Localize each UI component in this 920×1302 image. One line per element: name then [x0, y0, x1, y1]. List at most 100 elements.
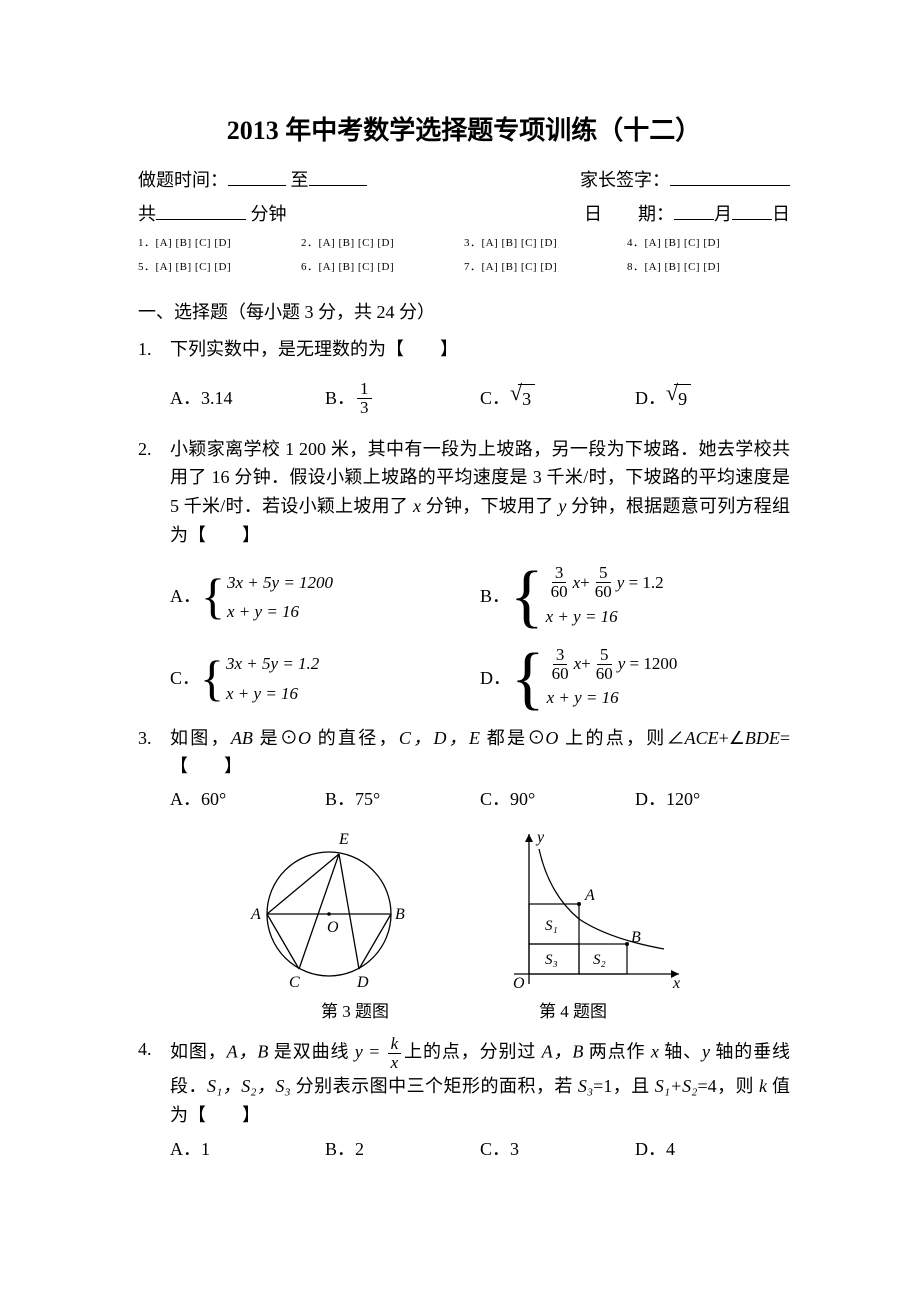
answer-5[interactable]: 5．[A] [B] [C] [D]	[138, 259, 301, 277]
q2-opt-b[interactable]: B． { 360x + 560y = 1.2 x + y = 16	[480, 564, 790, 630]
q1-opt-a[interactable]: A．3.14	[170, 380, 325, 417]
day-blank[interactable]	[732, 201, 772, 220]
q1-text: 下列实数中，是无理数的为【 】	[170, 335, 790, 364]
q2-c-label: C．	[170, 664, 200, 693]
q2-a-system: { 3x + 5y = 1200 x + y = 16	[201, 569, 333, 625]
q4-fig-caption: 第 4 题图	[539, 998, 607, 1025]
time-label: 做题时间：	[138, 170, 228, 190]
svg-text:B: B	[395, 906, 405, 923]
q4-body: 如图，A，B 是双曲线 y = kx上的点，分别过 A，B 两点作 x 轴、y …	[170, 1035, 790, 1164]
q4-opt-d[interactable]: D．4	[635, 1135, 790, 1164]
month-suffix: 月	[714, 204, 732, 224]
q1-opt-b[interactable]: B． 13	[325, 380, 480, 417]
question-4: 4. 如图，A，B 是双曲线 y = kx上的点，分别过 A，B 两点作 x 轴…	[138, 1035, 790, 1164]
answer-row-1: 1．[A] [B] [C] [D] 2．[A] [B] [C] [D] 3．[A…	[138, 235, 790, 253]
time-to-blank[interactable]	[309, 167, 367, 186]
answer-4[interactable]: 4．[A] [B] [C] [D]	[627, 235, 790, 253]
answer-7[interactable]: 7．[A] [B] [C] [D]	[464, 259, 627, 277]
answer-6[interactable]: 6．[A] [B] [C] [D]	[301, 259, 464, 277]
svg-text:x: x	[672, 975, 680, 992]
page-title: 2013 年中考数学选择题专项训练（十二）	[138, 110, 790, 152]
q2-b-label: B．	[480, 582, 510, 611]
question-2: 2. 小颖家离学校 1 200 米，其中有一段为上坡路，另一段为下坡路．她去学校…	[138, 435, 790, 712]
q1-body: 下列实数中，是无理数的为【 】 A．3.14 B． 13 C． √3 D． √9	[170, 335, 790, 416]
q4-frac: kx	[388, 1035, 402, 1072]
q2-num: 2.	[138, 435, 170, 712]
q1-opt-c[interactable]: C． √3	[480, 380, 635, 417]
svg-text:A: A	[250, 906, 261, 923]
q3-options: A．60° B．75° C．90° D．120°	[170, 785, 790, 814]
q4-opt-a[interactable]: A．1	[170, 1135, 325, 1164]
answer-8[interactable]: 8．[A] [B] [C] [D]	[627, 259, 790, 277]
q2-c-system: { 3x + 5y = 1.2 x + y = 16	[200, 650, 319, 706]
q4-num: 4.	[138, 1035, 170, 1164]
sign-label-group: 家长签字：	[580, 166, 790, 195]
q1-opt-c-label: C．	[480, 384, 510, 413]
time-mid: 至	[291, 170, 309, 190]
fig-captions: 第 3 题图 第 4 题图	[138, 998, 790, 1025]
q3-num: 3.	[138, 724, 170, 814]
day-suffix: 日	[772, 204, 790, 224]
answer-2[interactable]: 2．[A] [B] [C] [D]	[301, 235, 464, 253]
q4-figure: A B S₁ S₃ S₂ O x y	[489, 824, 689, 994]
q3-opt-b[interactable]: B．75°	[325, 785, 480, 814]
q2-opt-c[interactable]: C． { 3x + 5y = 1.2 x + y = 16	[170, 646, 480, 712]
question-3: 3. 如图，AB 是⊙O 的直径，C，D，E 都是⊙O 上的点，则∠ACE+∠B…	[138, 724, 790, 814]
svg-text:y: y	[535, 829, 545, 846]
q1-b-fraction: 13	[357, 380, 372, 417]
svg-text:E: E	[338, 831, 349, 848]
svg-text:O: O	[513, 975, 525, 992]
svg-text:S₁: S₁	[545, 918, 558, 934]
sign-label: 家长签字：	[580, 170, 670, 190]
q4-opt-c[interactable]: C．3	[480, 1135, 635, 1164]
q1-d-sqrt: √9	[666, 382, 691, 414]
question-1: 1. 下列实数中，是无理数的为【 】 A．3.14 B． 13 C． √3 D．…	[138, 335, 790, 416]
q2-text-p2: 分钟，下坡用了	[421, 496, 558, 516]
q1-opt-d-label: D．	[635, 384, 666, 413]
page: 2013 年中考数学选择题专项训练（十二） 做题时间： 至 家长签字： 共 分钟…	[0, 0, 920, 1302]
sign-blank[interactable]	[670, 167, 790, 186]
month-blank[interactable]	[674, 201, 714, 220]
total-blank[interactable]	[156, 201, 246, 220]
svg-text:S₃: S₃	[545, 952, 558, 968]
total-prefix: 共	[138, 204, 156, 224]
q3-figure: E A B C D O	[239, 824, 419, 994]
svg-text:A: A	[584, 887, 595, 904]
answer-1[interactable]: 1．[A] [B] [C] [D]	[138, 235, 301, 253]
q4-options: A．1 B．2 C．3 D．4	[170, 1135, 790, 1164]
svg-text:O: O	[327, 919, 339, 936]
date-group: 日 期： 月 日	[584, 200, 790, 229]
q3-body: 如图，AB 是⊙O 的直径，C，D，E 都是⊙O 上的点，则∠ACE+∠BDE=…	[170, 724, 790, 814]
q3-opt-c[interactable]: C．90°	[480, 785, 635, 814]
q1-c-sqrt: √3	[510, 382, 535, 414]
q2-a-label: A．	[170, 582, 201, 611]
q3-opt-d[interactable]: D．120°	[635, 785, 790, 814]
meta-row-1: 做题时间： 至 家长签字：	[138, 166, 790, 195]
total-group: 共 分钟	[138, 200, 287, 229]
q1-num: 1.	[138, 335, 170, 416]
svg-text:B: B	[631, 929, 641, 946]
q2-d-system: { 360x + 560y = 1200 x + y = 16	[511, 646, 677, 712]
q3-opt-a[interactable]: A．60°	[170, 785, 325, 814]
section-heading: 一、选择题（每小题 3 分，共 24 分）	[138, 298, 790, 327]
time-from-blank[interactable]	[228, 167, 286, 186]
answer-3[interactable]: 3．[A] [B] [C] [D]	[464, 235, 627, 253]
svg-text:S₂: S₂	[593, 952, 606, 968]
date-label: 日 期：	[584, 204, 674, 224]
time-label-group: 做题时间： 至	[138, 166, 367, 195]
svg-text:C: C	[289, 974, 300, 991]
meta-row-2: 共 分钟 日 期： 月 日	[138, 200, 790, 229]
q1-opt-b-label: B．	[325, 384, 355, 413]
q4-opt-b[interactable]: B．2	[325, 1135, 480, 1164]
figures-row: E A B C D O A B S₁ S₃ S₂ O x y	[138, 824, 790, 994]
q2-opt-d[interactable]: D． { 360x + 560y = 1200 x + y = 16	[480, 646, 790, 712]
q3-fig-caption: 第 3 题图	[321, 998, 389, 1025]
q1-options: A．3.14 B． 13 C． √3 D． √9	[170, 380, 790, 417]
answer-row-2: 5．[A] [B] [C] [D] 6．[A] [B] [C] [D] 7．[A…	[138, 259, 790, 277]
q2-b-system: { 360x + 560y = 1.2 x + y = 16	[510, 564, 664, 630]
q2-opt-a[interactable]: A． { 3x + 5y = 1200 x + y = 16	[170, 564, 480, 630]
q2-options-row1: A． { 3x + 5y = 1200 x + y = 16 B． {	[170, 564, 790, 630]
q2-d-label: D．	[480, 664, 511, 693]
q1-opt-d[interactable]: D． √9	[635, 380, 790, 417]
q2-body: 小颖家离学校 1 200 米，其中有一段为上坡路，另一段为下坡路．她去学校共用了…	[170, 435, 790, 712]
